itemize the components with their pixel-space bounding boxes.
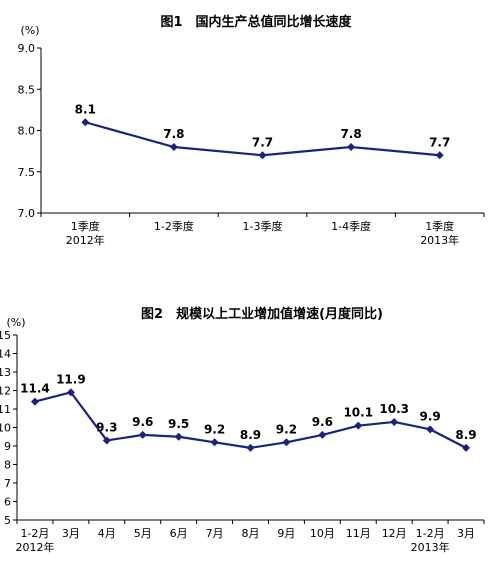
chart-gdp-growth: 图1 国内生产总值同比增长速度 (%) 7.07.58.08.59.0 1季度2… — [18, 14, 485, 247]
y-tick-label: 12 — [0, 385, 11, 398]
data-label: 10.3 — [379, 402, 409, 416]
data-point-marker — [282, 438, 291, 447]
data-label: 9.6 — [312, 415, 333, 429]
data-label: 7.8 — [340, 127, 361, 141]
data-label: 9.6 — [132, 415, 153, 429]
data-point-marker — [174, 432, 183, 441]
data-point-marker — [81, 118, 90, 127]
data-point-marker — [426, 425, 435, 434]
data-point-marker — [462, 443, 471, 452]
x-category-label: 3月 — [457, 527, 475, 540]
x-category-label: 1季度 — [425, 219, 454, 233]
y-tick-label: 10 — [0, 422, 11, 435]
data-point-marker — [66, 388, 75, 397]
y-tick-label: 8 — [4, 459, 11, 472]
chart2-series: 11.4 11.9 9.3 9.6 9.5 9.2 8.9 9.2 9.6 10.1 10.3 9.9… — [20, 372, 477, 452]
x-category-label: 8月 — [242, 527, 260, 540]
data-label: 9.3 — [96, 420, 117, 434]
chart2-y-axis: 5 6 7 8 9 10 11 12 13 14 15 — [0, 329, 17, 527]
data-label: 8.9 — [240, 428, 261, 442]
y-tick-label: 8.0 — [18, 125, 36, 138]
data-label: 9.9 — [419, 409, 440, 423]
x-category-label: 3月 — [62, 527, 80, 540]
data-point-marker — [347, 143, 356, 151]
data-label: 10.1 — [343, 406, 373, 420]
y-tick-label: 8.5 — [18, 83, 36, 96]
data-label: 11.9 — [56, 372, 86, 386]
data-label: 8.9 — [455, 428, 476, 442]
x-category-label: 4月 — [98, 527, 116, 540]
x-category-label: 6月 — [170, 527, 188, 540]
chart2-unit-label: (%) — [6, 316, 25, 329]
chart-industrial-growth: 图2 规模以上工业增加值增速(月度同比) (%) 5 6 7 8 9 10 11 12 13 14… — [0, 306, 485, 554]
x-category-label: 5月 — [134, 527, 152, 540]
x-category-label: 10月 — [310, 527, 335, 540]
y-tick-label: 13 — [0, 366, 11, 379]
chart1-unit-label: (%) — [20, 24, 39, 37]
y-tick-label: 9.0 — [18, 42, 36, 55]
chart1-plot-frame — [40, 48, 484, 214]
y-tick-label: 11 — [0, 403, 11, 416]
y-tick-label: 5 — [4, 514, 11, 527]
data-label: 7.8 — [163, 127, 184, 141]
x-category-label: 7月 — [206, 527, 224, 540]
chart1-title: 图1 国内生产总值同比增长速度 — [160, 14, 352, 30]
x-category-label: 1季度 — [71, 219, 100, 233]
chart1-y-axis: 7.0 7.5 8.0 8.5 9.0 — [18, 42, 41, 220]
data-point-marker — [435, 151, 444, 160]
data-point-marker — [30, 397, 39, 406]
data-point-marker — [246, 443, 255, 452]
x-year-label: 2012年 — [15, 540, 54, 554]
y-tick-label: 7.5 — [18, 166, 36, 179]
data-label: 9.5 — [168, 417, 189, 431]
x-category-label: 1-3季度 — [243, 219, 283, 233]
y-tick-label: 14 — [0, 348, 11, 361]
x-category-label: 11月 — [346, 527, 371, 540]
x-category-label: 1-2季度 — [154, 219, 194, 233]
data-point-marker — [169, 143, 178, 151]
data-point-marker — [318, 430, 327, 439]
data-label: 9.2 — [276, 422, 297, 436]
x-year-label: 2012年 — [66, 233, 105, 247]
x-category-label: 1-2月 — [20, 527, 49, 540]
data-label: 11.4 — [20, 382, 50, 396]
data-label: 8.1 — [75, 102, 96, 116]
data-point-marker — [390, 417, 399, 426]
y-tick-label: 6 — [4, 496, 11, 509]
y-tick-label: 7 — [4, 477, 11, 490]
y-tick-label: 15 — [0, 329, 11, 342]
x-year-label: 2013年 — [411, 540, 450, 554]
data-point-marker — [258, 151, 267, 160]
data-point-marker — [102, 436, 111, 445]
data-label: 9.2 — [204, 422, 225, 436]
y-tick-label: 7.0 — [18, 207, 36, 220]
data-label: 7.7 — [429, 135, 450, 149]
chart1-series: 8.1 7.8 7.7 7.8 7.7 — [75, 102, 450, 160]
x-category-label: 1-4季度 — [331, 219, 371, 233]
x-category-label: 9月 — [277, 527, 295, 540]
x-category-label: 12月 — [382, 527, 407, 540]
data-point-marker — [138, 430, 147, 439]
data-point-marker — [354, 421, 363, 430]
data-label: 7.7 — [252, 135, 273, 149]
chart2-title: 图2 规模以上工业增加值增速(月度同比) — [141, 306, 383, 322]
data-point-marker — [210, 438, 219, 447]
x-category-label: 1-2月 — [416, 527, 445, 540]
y-tick-label: 9 — [4, 440, 11, 453]
x-year-label: 2013年 — [420, 233, 459, 247]
